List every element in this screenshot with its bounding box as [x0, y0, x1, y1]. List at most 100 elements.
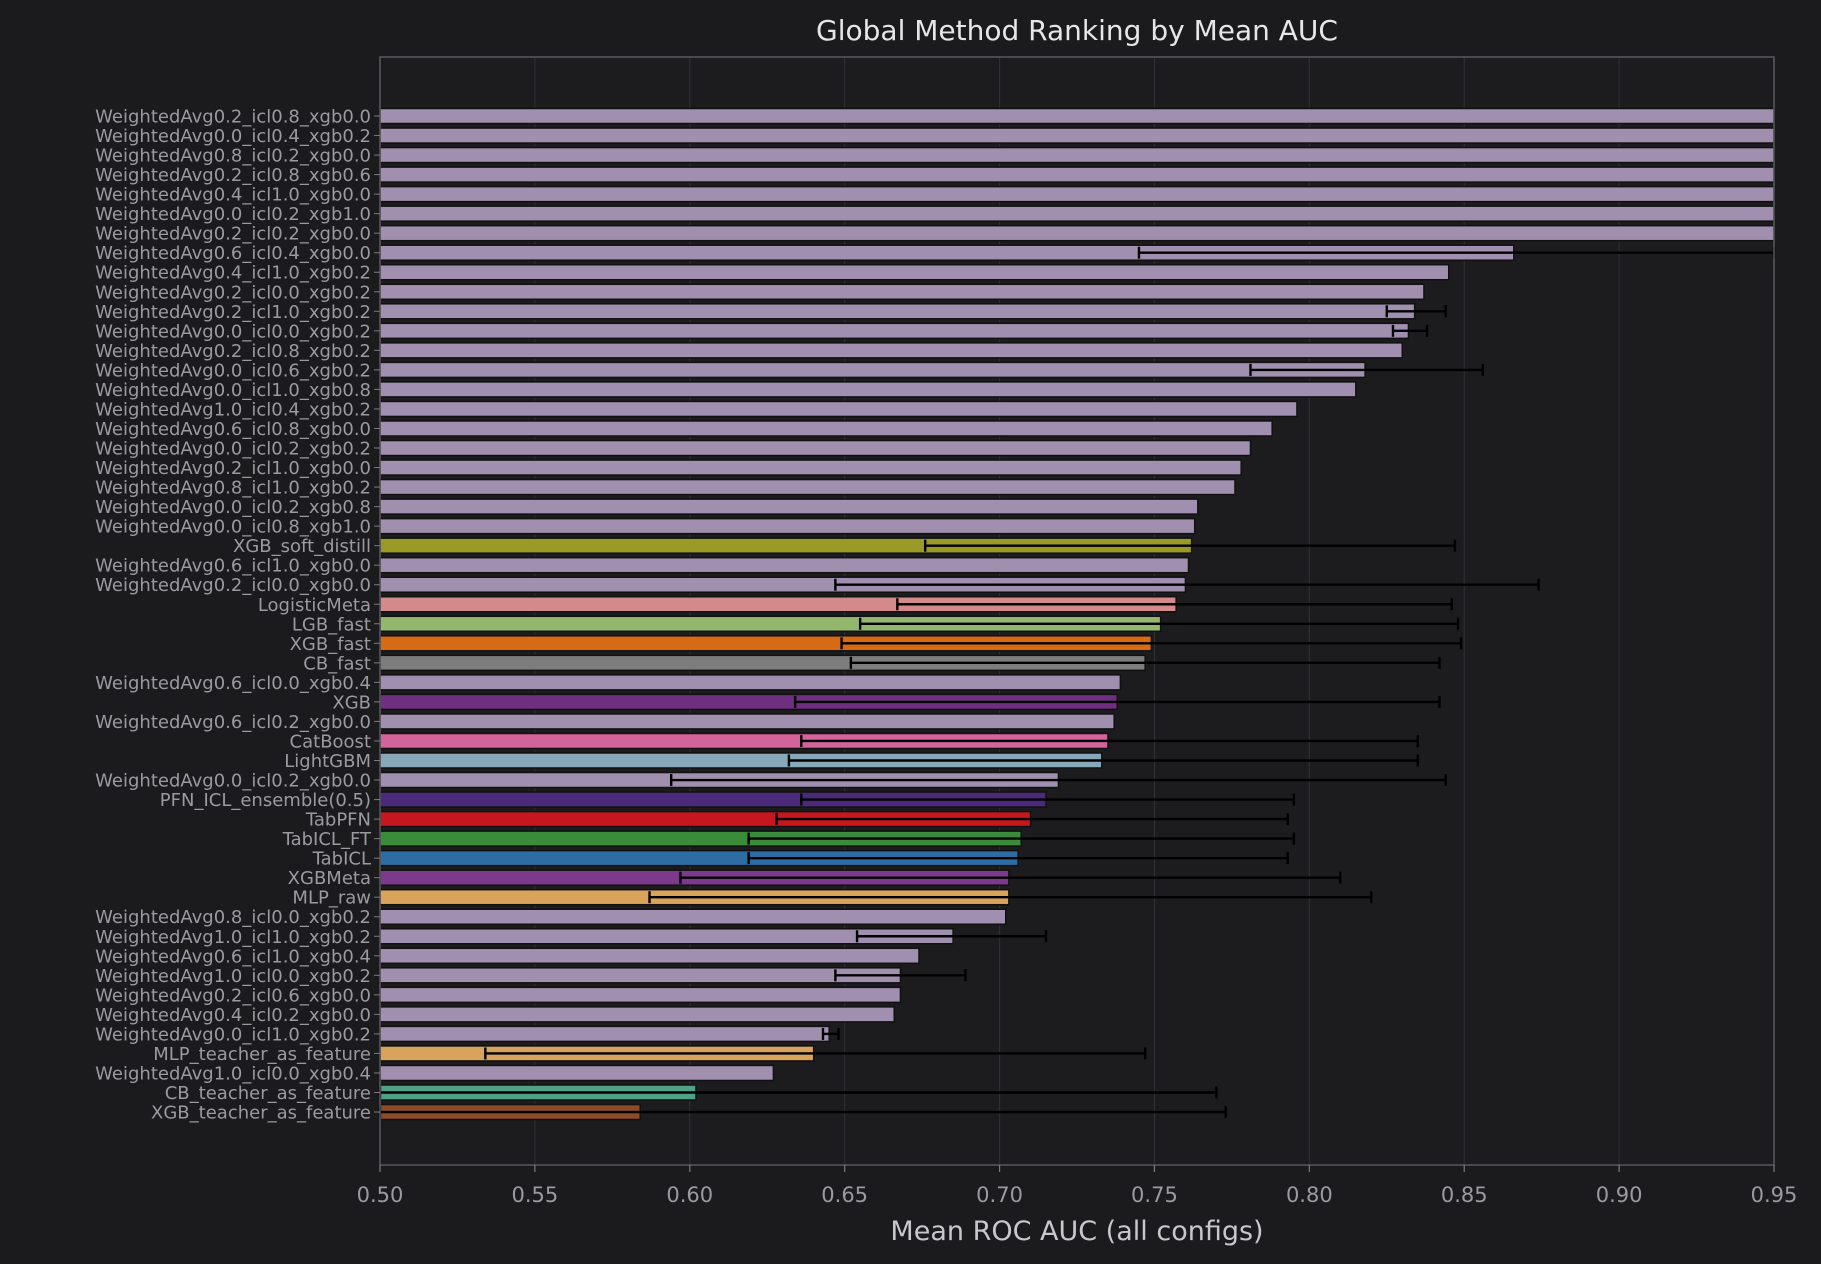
bar: [379, 674, 1122, 691]
x-axis-ticks: 0.50 0.55 0.60 0.65 0.70 0.75 0.80 0.85 0.90 0.95: [357, 1165, 1798, 1207]
y-tick-label: WeightedAvg0.0_icl1.0_xgb0.2: [95, 1024, 371, 1045]
y-tick-label: WeightedAvg0.2_icl1.0_xgb0.0: [95, 458, 371, 479]
bar: [379, 263, 1450, 281]
bar: [379, 498, 1199, 515]
bar: [379, 1025, 830, 1043]
bar: [379, 1006, 895, 1023]
y-tick-label: TabPFN: [305, 810, 371, 831]
y-tick-label: WeightedAvg0.2_icl0.8_xgb0.2: [95, 341, 371, 362]
y-tick-label: WeightedAvg0.6_icl0.2_xgb0.0: [95, 712, 371, 733]
bar: [379, 400, 1298, 418]
bar: [379, 1064, 775, 1082]
bar: [379, 166, 1775, 183]
y-tick-label: XGB: [332, 692, 371, 713]
y-tick-label: TabICL_FT: [282, 829, 372, 850]
x-tick-label: 0.85: [1441, 1183, 1488, 1207]
bar: [379, 185, 1775, 203]
y-tick-label: XGB_teacher_as_feature: [151, 1103, 371, 1124]
bar: [379, 381, 1357, 398]
y-tick-label: WeightedAvg0.2_icl1.0_xgb0.2: [95, 302, 371, 323]
error-bars-group: [378, 246, 1776, 1119]
plot-frame: [379, 56, 1775, 1166]
y-tick-label: WeightedAvg0.6_icl1.0_xgb0.4: [95, 946, 371, 967]
x-tick-label: 0.65: [821, 1183, 868, 1207]
y-tick-label: WeightedAvg0.4_icl1.0_xgb0.2: [95, 263, 371, 284]
y-tick-label: WeightedAvg0.0_icl0.2_xgb0.8: [95, 497, 371, 518]
y-tick-label: XGBMeta: [288, 868, 371, 889]
y-tick-label: XGB_fast: [290, 634, 371, 655]
y-tick-label: WeightedAvg0.0_icl0.4_xgb0.2: [95, 126, 371, 147]
x-tick-label: 0.50: [357, 1183, 404, 1207]
y-tick-label: WeightedAvg0.2_icl0.8_xgb0.0: [95, 107, 371, 128]
y-tick-label: WeightedAvg0.6_icl1.0_xgb0.0: [95, 556, 371, 577]
x-tick-label: 0.80: [1286, 1183, 1333, 1207]
bar: [379, 224, 1775, 242]
y-tick-label: WeightedAvg1.0_icl0.0_xgb0.4: [95, 1063, 371, 1084]
bar: [379, 127, 1775, 144]
bar: [379, 420, 1273, 437]
y-tick-label: WeightedAvg0.0_icl0.8_xgb1.0: [95, 517, 371, 538]
y-tick-label: CB_teacher_as_feature: [165, 1083, 371, 1104]
y-tick-label: WeightedAvg0.0_icl0.2_xgb1.0: [95, 204, 371, 225]
bar: [379, 107, 1775, 125]
chart-title: Global Method Ranking by Mean AUC: [816, 14, 1338, 47]
y-tick-label: WeightedAvg0.6_icl0.4_xgb0.0: [95, 243, 371, 264]
y-tick-label: WeightedAvg0.2_icl0.6_xgb0.0: [95, 985, 371, 1006]
y-tick-label: WeightedAvg0.2_icl0.2_xgb0.0: [95, 224, 371, 245]
x-tick-label: 0.70: [976, 1183, 1023, 1207]
y-tick-label: WeightedAvg0.6_icl0.0_xgb0.4: [95, 673, 371, 694]
y-tick-label: LightGBM: [284, 751, 371, 772]
bar: [379, 342, 1404, 359]
y-tick-label: WeightedAvg0.4_icl0.2_xgb0.0: [95, 1005, 371, 1026]
bar: [379, 146, 1775, 164]
x-tick-label: 0.75: [1131, 1183, 1178, 1207]
bar: [379, 947, 920, 965]
bar: [379, 439, 1252, 457]
y-tick-label: WeightedAvg1.0_icl1.0_xgb0.2: [95, 927, 371, 948]
y-tick-label: WeightedAvg0.0_icl0.0_xgb0.2: [95, 321, 371, 342]
y-tick-label: WeightedAvg1.0_icl0.0_xgb0.2: [95, 966, 371, 987]
y-tick-label: WeightedAvg0.0_icl0.2_xgb0.0: [95, 771, 371, 792]
y-tick-label: WeightedAvg0.0_icl0.6_xgb0.2: [95, 360, 371, 381]
y-tick-label: WeightedAvg0.2_icl0.0_xgb0.2: [95, 282, 371, 303]
x-axis-label: Mean ROC AUC (all configs): [890, 1216, 1263, 1247]
y-tick-label: WeightedAvg1.0_icl0.4_xgb0.2: [95, 399, 371, 420]
y-tick-label: WeightedAvg0.0_icl0.2_xgb0.2: [95, 439, 371, 460]
y-tick-label: WeightedAvg0.8_icl0.0_xgb0.2: [95, 907, 371, 928]
y-tick-label: XGB_soft_distill: [233, 536, 371, 557]
y-tick-label: WeightedAvg0.6_icl0.8_xgb0.0: [95, 419, 371, 440]
bar: [379, 283, 1425, 301]
bar: [379, 205, 1775, 222]
y-tick-label: WeightedAvg0.0_icl1.0_xgb0.8: [95, 380, 371, 401]
y-tick-label: MLP_raw: [292, 888, 371, 909]
bar: [379, 478, 1236, 496]
x-tick-label: 0.90: [1596, 1183, 1643, 1207]
y-tick-label: WeightedAvg0.4_icl1.0_xgb0.0: [95, 185, 371, 206]
y-tick-label: CB_fast: [303, 653, 371, 674]
bar: [379, 517, 1196, 535]
y-tick-label: PFN_ICL_ensemble(0.5): [160, 790, 371, 811]
y-tick-labels: WeightedAvg0.2_icl0.8_xgb0.0WeightedAvg0…: [95, 107, 380, 1124]
y-tick-label: LogisticMeta: [258, 595, 371, 616]
bar: [379, 986, 902, 1004]
y-tick-label: WeightedAvg0.8_icl1.0_xgb0.2: [95, 478, 371, 499]
bar: [379, 361, 1366, 379]
bar: [379, 908, 1007, 925]
y-tick-label: LGB_fast: [292, 614, 371, 635]
y-tick-label: WeightedAvg0.8_icl0.2_xgb0.0: [95, 146, 371, 167]
bar: [379, 322, 1410, 340]
bar: [379, 303, 1416, 320]
bar: [379, 967, 902, 984]
y-tick-label: WeightedAvg0.2_icl0.0_xgb0.0: [95, 575, 371, 596]
y-tick-label: TabICL: [312, 849, 371, 870]
bar: [379, 713, 1115, 730]
x-tick-label: 0.55: [512, 1183, 559, 1207]
x-tick-label: 0.95: [1751, 1183, 1798, 1207]
bar: [379, 556, 1190, 574]
bar: [379, 459, 1242, 476]
y-tick-label: WeightedAvg0.2_icl0.8_xgb0.6: [95, 165, 371, 186]
x-tick-label: 0.60: [666, 1183, 713, 1207]
y-tick-label: CatBoost: [290, 731, 371, 752]
y-tick-label: MLP_teacher_as_feature: [153, 1044, 371, 1065]
